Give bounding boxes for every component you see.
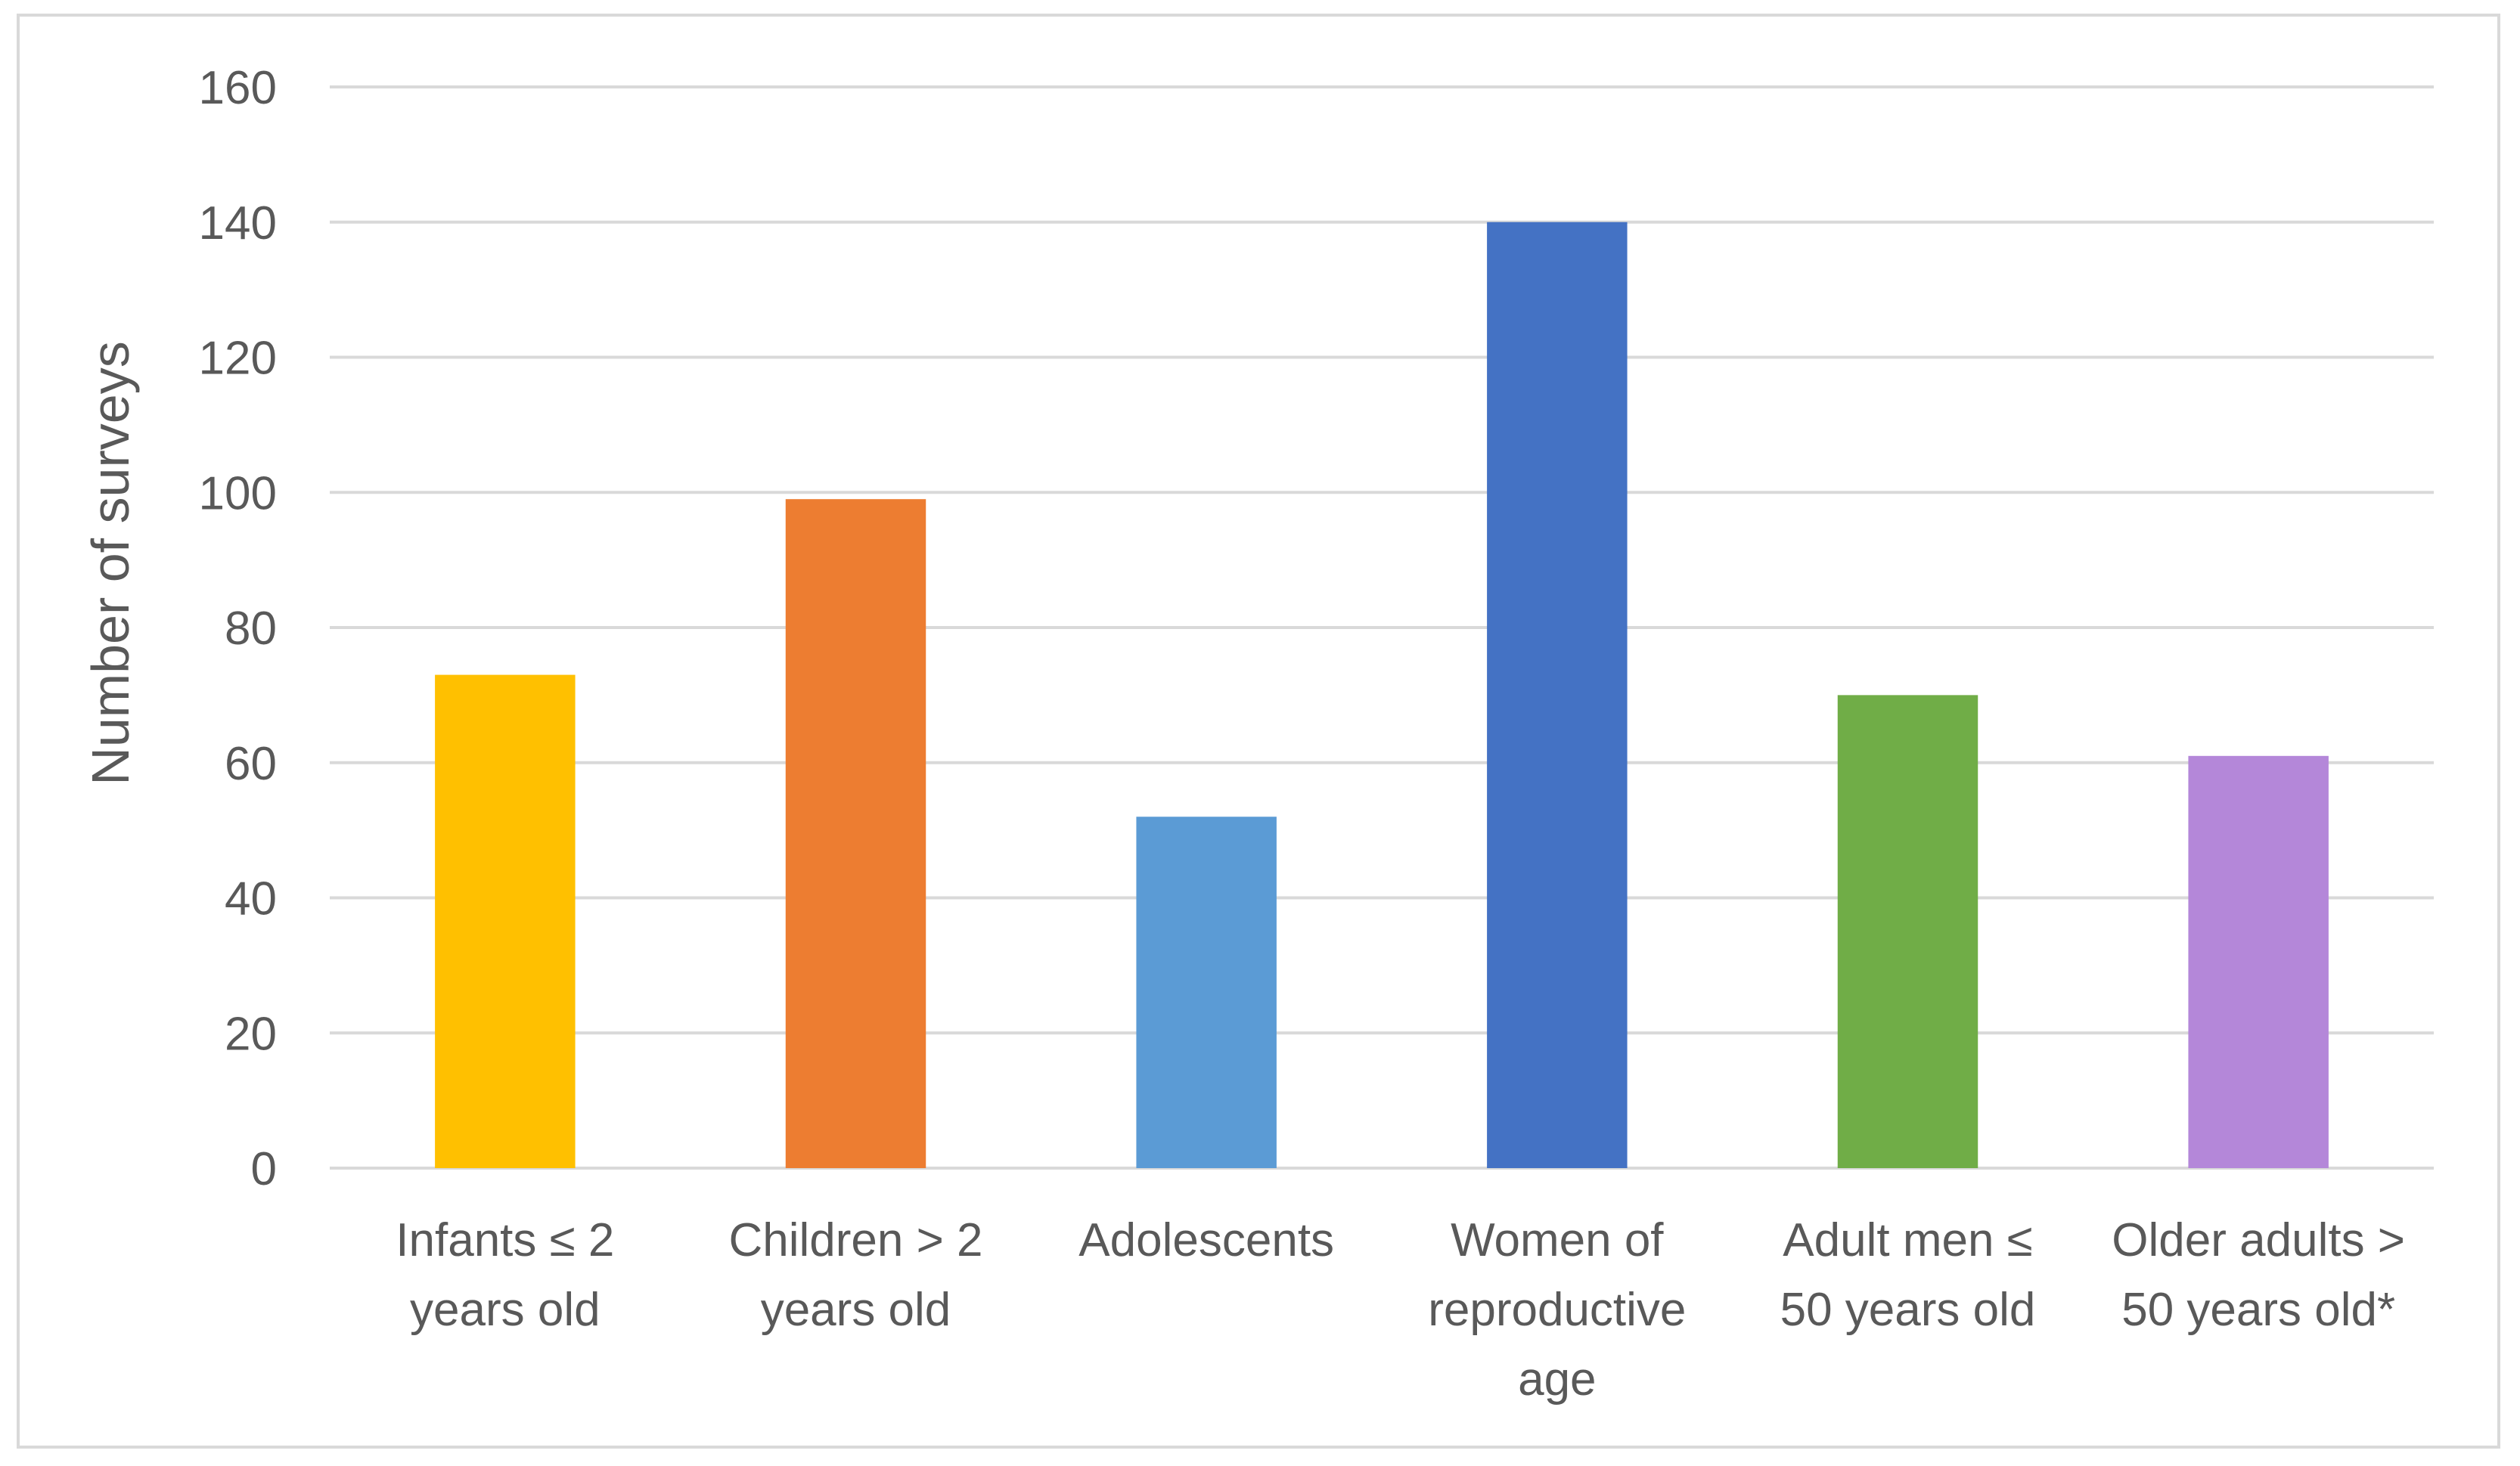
bar bbox=[1487, 222, 1628, 1168]
y-axis-title: Number of surveys bbox=[81, 341, 140, 785]
y-axis-ticks: 0 20 40 60 80 100 120 140 160 bbox=[199, 62, 277, 1195]
x-category-label-line: Women of bbox=[1451, 1214, 1664, 1266]
x-category-label-line: Adult men ≤ bbox=[1783, 1214, 2032, 1266]
bar bbox=[435, 674, 576, 1168]
x-category-label: Infants ≤ 2 years old bbox=[396, 1214, 614, 1336]
x-axis-category-labels: Infants ≤ 2 years old Children > 2 years ol… bbox=[396, 1214, 2405, 1406]
y-tick-label: 120 bbox=[199, 333, 277, 385]
y-tick-label: 0 bbox=[251, 1143, 277, 1195]
bars bbox=[435, 222, 2329, 1168]
x-category-label-line: Children > 2 bbox=[728, 1214, 982, 1266]
x-category-label: Women of reproductive age bbox=[1428, 1214, 1686, 1406]
x-category-label-line: Adolescents bbox=[1078, 1214, 1334, 1266]
x-category-label: Adult men ≤ 50 years old bbox=[1780, 1214, 2036, 1336]
bar bbox=[1136, 817, 1277, 1168]
x-category-label-line: years old bbox=[761, 1284, 951, 1336]
x-category-label: Children > 2 years old bbox=[728, 1214, 982, 1336]
x-category-label-line: age bbox=[1518, 1353, 1596, 1406]
y-tick-label: 60 bbox=[225, 738, 277, 790]
x-category-label: Adolescents bbox=[1078, 1214, 1334, 1266]
y-tick-label: 20 bbox=[225, 1008, 277, 1060]
y-tick-label: 40 bbox=[225, 873, 277, 925]
bar bbox=[2188, 755, 2329, 1168]
x-category-label-line: reproductive bbox=[1428, 1284, 1686, 1336]
gridlines bbox=[330, 85, 2434, 1170]
y-tick-label: 160 bbox=[199, 62, 277, 114]
chart-frame bbox=[17, 14, 2500, 1449]
bar bbox=[1837, 695, 1978, 1168]
y-tick-label: 80 bbox=[225, 603, 277, 655]
y-tick-label: 100 bbox=[199, 467, 277, 519]
bar bbox=[785, 499, 926, 1168]
x-category-label-line: years old bbox=[410, 1284, 601, 1336]
x-category-label: Older adults > 50 years old* bbox=[2112, 1214, 2405, 1336]
x-category-label-line: 50 years old bbox=[1780, 1284, 2036, 1336]
x-category-label-line: Older adults > bbox=[2112, 1214, 2405, 1266]
x-category-label-line: 50 years old* bbox=[2121, 1284, 2395, 1336]
x-category-label-line: Infants ≤ 2 bbox=[396, 1214, 614, 1266]
y-tick-label: 140 bbox=[199, 197, 277, 249]
